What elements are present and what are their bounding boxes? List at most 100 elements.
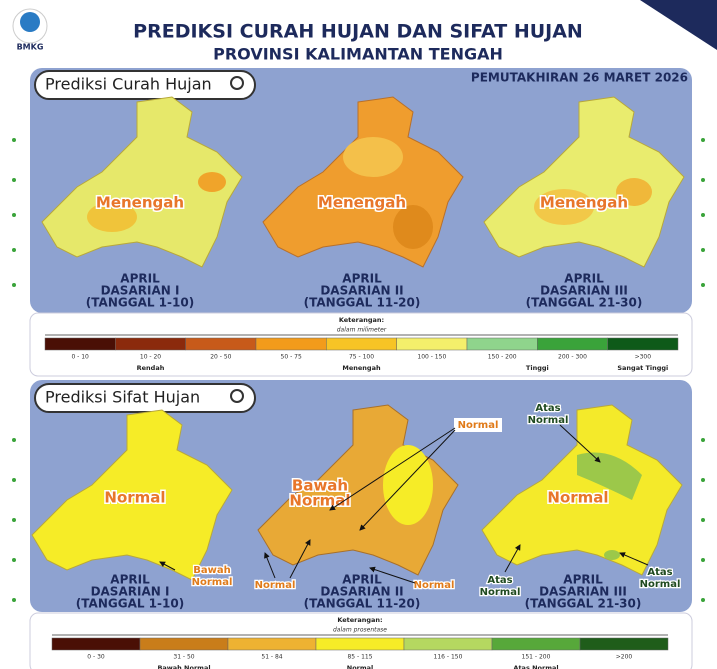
map-label: Normal	[104, 489, 165, 507]
legend-swatch	[227, 637, 317, 651]
legend-swatch	[315, 637, 405, 651]
legend-item: 116 - 150	[434, 654, 463, 661]
legend-swatch	[491, 637, 581, 651]
search-icon	[230, 76, 244, 90]
legend-item: 75 - 100	[349, 354, 374, 361]
map-label: Normal	[289, 492, 350, 510]
caption: DASARIAN II	[320, 284, 403, 298]
map-label: Menengah	[540, 194, 628, 212]
annotation: Normal	[458, 420, 499, 431]
arrow	[369, 566, 416, 584]
section-label: Prediksi Sifat Hujan	[45, 388, 200, 407]
annotation: Normal	[192, 577, 233, 588]
caption: DASARIAN II	[320, 585, 403, 599]
legend-title: Keterangan:	[339, 316, 384, 324]
legend-swatch	[185, 337, 257, 351]
legend-item: 100 - 150	[417, 354, 446, 361]
map	[262, 96, 464, 268]
caption: APRIL	[110, 573, 150, 587]
legend-item: 50 - 75	[281, 354, 302, 361]
logo: BMKG	[12, 8, 48, 52]
legend-swatch	[607, 337, 679, 351]
caption: (TANGGAL 11-20)	[304, 597, 421, 611]
map	[481, 404, 683, 576]
caption: APRIL	[342, 573, 382, 587]
legend-swatch	[115, 337, 186, 351]
legend-swatch	[396, 337, 468, 351]
legend-unit: dalam prosentase	[333, 627, 387, 634]
legend-swatch	[403, 637, 493, 651]
annotation: Normal	[528, 415, 569, 426]
map	[41, 96, 243, 268]
legend-item: 20 - 50	[210, 354, 231, 361]
logo-text: BMKG	[17, 43, 44, 52]
legend-item: 0 - 30	[87, 654, 105, 661]
annotation: Normal	[255, 580, 296, 591]
legend-group: Menengah	[342, 364, 381, 372]
legend-group: Bawah Normal	[157, 664, 210, 669]
map-label: Menengah	[96, 194, 184, 212]
update-date: PEMUTAKHIRAN 26 MARET 2026	[471, 71, 688, 85]
legend: Keterangan: dalam prosentase 0 - 30 31 - 50…	[51, 616, 669, 669]
legend-group: Tinggi	[526, 364, 549, 372]
arrow	[329, 427, 456, 511]
legend-swatch	[326, 337, 397, 351]
section-label: Prediksi Curah Hujan	[45, 75, 212, 94]
map-label: Bawah	[292, 477, 348, 495]
map-label: Normal	[547, 489, 608, 507]
legend-item: 150 - 200	[488, 354, 517, 361]
legend-swatch	[466, 337, 538, 351]
caption: (TANGGAL 1-10)	[76, 597, 184, 611]
caption: APRIL	[342, 272, 382, 286]
subtitle: PROVINSI KALIMANTAN TENGAH	[213, 45, 503, 64]
legend-swatch	[51, 637, 141, 651]
legend-group: Rendah	[137, 364, 165, 372]
map	[483, 96, 685, 268]
legend-swatch	[579, 637, 669, 651]
legend-swatch	[255, 337, 327, 351]
legend-item: 51 - 84	[261, 654, 282, 661]
caption: DASARIAN I	[101, 284, 180, 298]
search-pill	[34, 70, 256, 100]
legend-swatch	[139, 637, 229, 651]
arrow	[559, 424, 601, 463]
legend-item: 0 - 10	[71, 354, 89, 361]
annotation: Normal	[640, 579, 681, 590]
caption: (TANGGAL 21-30)	[525, 597, 642, 611]
legend-swatch	[44, 337, 116, 351]
annotation-box	[454, 418, 502, 432]
corner	[640, 0, 717, 50]
legend-item: 31 - 50	[173, 654, 194, 661]
legend-group: Atas Normal	[513, 664, 558, 669]
caption: DASARIAN III	[539, 585, 627, 599]
legend-item: >300	[635, 354, 652, 361]
legend-item: 85 - 115	[347, 654, 372, 661]
arrow	[619, 552, 649, 566]
arrow	[359, 429, 456, 531]
annotation: Normal	[414, 580, 455, 591]
map	[257, 404, 459, 576]
annotation: Bawah	[193, 565, 230, 576]
legend-group: Sangat Tinggi	[617, 364, 668, 372]
legend-title: Keterangan:	[337, 616, 382, 624]
caption: APRIL	[563, 573, 603, 587]
caption: DASARIAN I	[91, 585, 170, 599]
legend-unit: dalam milimeter	[337, 327, 387, 334]
caption: (TANGGAL 11-20)	[304, 296, 421, 310]
caption: APRIL	[120, 272, 160, 286]
legend-swatch	[537, 337, 608, 351]
search-icon	[230, 389, 244, 403]
legend: Keterangan: dalam milimeter 0 - 10 10 - 20 2…	[44, 316, 679, 372]
legend-item: 200 - 300	[558, 354, 587, 361]
annotation: Normal	[480, 587, 521, 598]
legend-item: 10 - 20	[140, 354, 161, 361]
annotation: Atas	[535, 403, 560, 414]
arrow	[159, 561, 176, 571]
title: PREDIKSI CURAH HUJAN DAN SIFAT HUJAN	[133, 21, 583, 43]
caption: DASARIAN III	[540, 284, 628, 298]
caption: (TANGGAL 1-10)	[86, 296, 194, 310]
caption: (TANGGAL 21-30)	[526, 296, 643, 310]
caption: APRIL	[564, 272, 604, 286]
dots	[12, 138, 705, 602]
